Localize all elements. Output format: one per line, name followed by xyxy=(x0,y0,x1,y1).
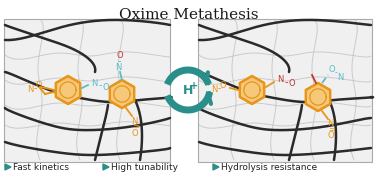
Text: =: = xyxy=(328,125,336,134)
Text: O: O xyxy=(328,132,334,141)
Polygon shape xyxy=(110,80,134,108)
Text: O: O xyxy=(329,66,335,75)
Text: -: - xyxy=(98,80,102,90)
Text: O: O xyxy=(103,82,109,91)
Text: -: - xyxy=(284,77,288,87)
Text: Hydrolysis resistance: Hydrolysis resistance xyxy=(221,163,317,172)
Text: O: O xyxy=(132,129,138,138)
Text: N: N xyxy=(27,86,33,94)
Text: N: N xyxy=(211,86,217,94)
Text: N: N xyxy=(115,62,121,71)
Text: Fast kinetics: Fast kinetics xyxy=(13,163,69,172)
Text: -: - xyxy=(117,56,121,66)
Polygon shape xyxy=(240,76,264,104)
Text: -: - xyxy=(335,69,338,78)
Text: =: = xyxy=(133,123,139,132)
Text: -: - xyxy=(217,83,221,93)
Text: -: - xyxy=(33,83,37,93)
Polygon shape xyxy=(5,164,11,170)
Polygon shape xyxy=(56,76,80,104)
Text: High tunability: High tunability xyxy=(111,163,178,172)
Text: Oxime Metathesis: Oxime Metathesis xyxy=(119,8,259,22)
Text: H: H xyxy=(183,84,193,96)
FancyBboxPatch shape xyxy=(198,19,372,162)
Text: O: O xyxy=(220,80,226,89)
Text: N: N xyxy=(91,78,97,87)
Text: O: O xyxy=(36,80,42,89)
Text: O: O xyxy=(117,51,123,60)
Text: +: + xyxy=(190,81,198,91)
FancyBboxPatch shape xyxy=(4,19,170,162)
Polygon shape xyxy=(213,164,219,170)
Polygon shape xyxy=(306,83,330,111)
Text: N: N xyxy=(277,75,283,84)
Text: N: N xyxy=(327,120,333,129)
Text: N: N xyxy=(131,116,137,125)
Text: O: O xyxy=(289,80,295,89)
Polygon shape xyxy=(103,164,109,170)
Text: N: N xyxy=(337,73,343,82)
